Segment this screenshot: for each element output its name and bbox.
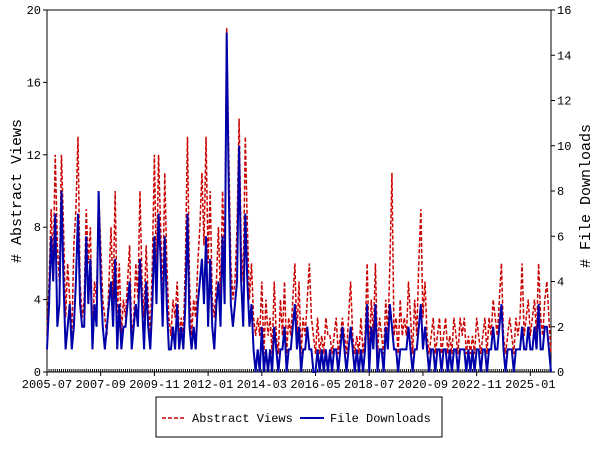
y-tick-label: 4 xyxy=(34,294,41,308)
legend-label: Abstract Views xyxy=(192,412,293,426)
legend-box xyxy=(155,396,443,438)
y-tick-label: 8 xyxy=(34,221,41,235)
x-tick-label: 2025-01 xyxy=(505,378,555,392)
x-tick-label: 2016-05 xyxy=(290,378,340,392)
y-tick-label: 12 xyxy=(27,149,41,163)
y-axis-title: # Abstract Views xyxy=(9,119,26,263)
y2-tick-label: 12 xyxy=(557,95,571,109)
legend-label: File Downloads xyxy=(330,412,431,426)
x-tick-label: 2005-07 xyxy=(22,378,72,392)
x-tick-label: 2007-09 xyxy=(75,378,125,392)
y2-tick-label: 8 xyxy=(557,185,564,199)
y2-axis-title: # File Downloads xyxy=(578,124,595,268)
x-tick-label: 2014-03 xyxy=(237,378,287,392)
y2-tick-label: 10 xyxy=(557,140,571,154)
x-tick-label: 2018-07 xyxy=(344,378,394,392)
y2-tick-label: 2 xyxy=(557,321,564,335)
x-tick-label: 2009-11 xyxy=(129,378,179,392)
y-tick-label: 20 xyxy=(27,4,41,18)
y2-tick-label: 14 xyxy=(557,49,571,63)
series-line xyxy=(46,32,552,373)
y2-tick-label: 0 xyxy=(557,366,564,380)
x-tick-label: 2020-09 xyxy=(398,378,448,392)
y-tick-label: 0 xyxy=(34,366,41,380)
y2-tick-label: 16 xyxy=(557,4,571,18)
y2-tick-label: 4 xyxy=(557,276,564,290)
x-tick-label: 2022-11 xyxy=(451,378,501,392)
x-tick-label: 2012-01 xyxy=(183,378,233,392)
y-tick-label: 16 xyxy=(27,76,41,90)
series-line xyxy=(46,28,552,354)
y2-tick-label: 6 xyxy=(557,230,564,244)
